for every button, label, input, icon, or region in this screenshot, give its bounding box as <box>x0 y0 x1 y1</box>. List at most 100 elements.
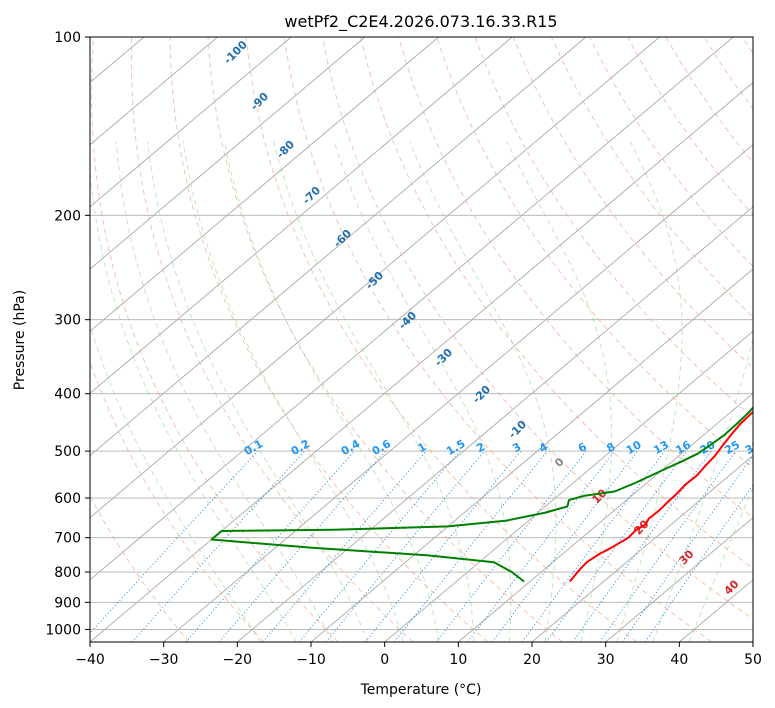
dry-adiabat-line <box>703 37 753 110</box>
y-tick-label: 700 <box>54 531 81 547</box>
isotherm-line <box>531 454 753 642</box>
dry-adiabat-line <box>398 37 753 519</box>
isotherm-line <box>0 37 70 642</box>
mixing-ratio-label: 0.6 <box>370 437 394 458</box>
mixing-ratio-label: 2 <box>474 440 487 455</box>
dry-adiabat-line <box>283 37 712 642</box>
y-tick-label: 1000 <box>45 622 81 638</box>
mixing-ratio-label: 0.2 <box>289 437 312 458</box>
mixing-ratio-label: 10 <box>624 438 644 457</box>
mixing-ratio-label: 13 <box>651 438 671 457</box>
isotherm-line <box>605 517 753 642</box>
isotherm-line <box>310 268 753 642</box>
y-tick-label: 200 <box>54 208 81 224</box>
moist-adiabat-line <box>223 141 439 642</box>
isotherm-line <box>458 392 753 642</box>
moist-adiabat-line <box>652 337 753 642</box>
mixing-ratio-line <box>436 450 587 642</box>
x-axis-label: Temperature (°C) <box>360 682 482 698</box>
mixing-ratio-line <box>491 450 638 642</box>
isotherm-line <box>90 37 366 270</box>
dewpoint-profile-line <box>210 406 753 583</box>
isotherm-line <box>90 37 218 146</box>
adiabat-label: -60 <box>331 227 354 250</box>
isotherm-line <box>90 37 734 581</box>
moist-adiabat-line <box>273 141 475 642</box>
moist-adiabat-line <box>182 141 404 642</box>
mixing-ratio-line <box>90 450 259 634</box>
skewt-guide-lines <box>0 37 753 642</box>
mixing-ratio-label: 16 <box>673 438 693 457</box>
x-axis-ticks: −40 −30 −20 −10 0 10 20 30 40 50 <box>75 642 762 668</box>
mixing-ratio-label: 3 <box>510 440 523 455</box>
adiabat-label: -20 <box>470 383 493 406</box>
y-tick-label: 600 <box>54 491 81 507</box>
moist-adiabat-line <box>333 141 512 642</box>
isotherm-line <box>237 206 753 642</box>
y-axis-label: Pressure (hPa) <box>12 290 28 390</box>
mixing-ratio-line <box>364 450 522 642</box>
adiabat-label: 40 <box>722 577 742 597</box>
adiabat-label: -50 <box>363 269 386 292</box>
isotherm-line <box>90 81 753 642</box>
dry-adiabat-line <box>130 37 414 642</box>
mixing-ratio-label: 0.1 <box>242 437 265 458</box>
adiabat-label: -10 <box>506 418 529 441</box>
mixing-ratio-line <box>621 454 753 642</box>
dry-adiabat-line <box>512 37 753 369</box>
isotherm-line <box>90 37 660 519</box>
chart-title: wetPf2_C2E4.2026.073.16.33.R15 <box>284 12 557 32</box>
adiabat-label: -70 <box>300 184 323 207</box>
dry-adiabat-line <box>90 494 190 642</box>
mixing-ratio-line <box>185 450 355 642</box>
x-tick-label: −30 <box>149 652 179 668</box>
x-tick-label: 40 <box>670 652 688 668</box>
x-tick-label: −20 <box>223 652 253 668</box>
x-tick-label: −10 <box>296 652 326 668</box>
adiabat-label: -80 <box>274 138 297 161</box>
y-tick-label: 300 <box>54 313 81 329</box>
isotherm-line <box>90 37 439 332</box>
y-tick-label: 100 <box>54 30 81 46</box>
mixing-ratio-line <box>644 484 753 642</box>
isotherm-line <box>90 37 587 457</box>
mixing-ratio-line <box>599 450 737 642</box>
mixing-ratio-label: 36 <box>764 438 775 457</box>
temperature-profile-line <box>569 410 753 583</box>
mixing-ratio-line <box>325 450 485 642</box>
dry-adiabat-line <box>550 37 753 318</box>
mixing-ratio-line <box>262 450 427 642</box>
moist-adiabat-line <box>616 141 683 642</box>
dry-adiabat-line <box>321 37 753 620</box>
dry-adiabat-line <box>169 37 488 642</box>
adiabat-label: -100 <box>221 38 250 67</box>
isotherm-line <box>90 37 292 208</box>
skewt-guide-labels: 0.1 0.2 0.4 0.6 1 1.5 2 3 4 6 8 10 13 16 20 25 30 36-100-… <box>221 38 775 598</box>
isotherm-line <box>679 579 753 642</box>
dry-adiabat-line <box>91 37 339 642</box>
mixing-ratio-label: 1.5 <box>444 437 467 458</box>
moist-adiabat-line <box>90 323 261 642</box>
x-tick-label: 10 <box>449 652 467 668</box>
mixing-ratio-label: 0.4 <box>339 437 363 458</box>
adiabat-label: -40 <box>396 309 419 332</box>
isotherm-line <box>90 37 513 394</box>
mixing-ratio-label: 1 <box>415 440 428 455</box>
isotherm-line <box>384 330 753 642</box>
y-tick-label: 900 <box>54 595 81 611</box>
adiabat-label: -90 <box>248 90 271 113</box>
adiabat-label: 30 <box>677 547 697 567</box>
moist-adiabat-line <box>688 486 753 642</box>
moist-adiabat-line <box>409 141 557 642</box>
mixing-ratio-line <box>393 450 548 642</box>
y-axis-ticks: 100 200 300 400 500 600 700 800 900 1000 <box>45 30 90 638</box>
y-tick-label: 800 <box>54 565 81 581</box>
moist-adiabat-line <box>90 166 297 642</box>
dry-adiabat-line <box>245 37 638 642</box>
dry-adiabat-line <box>741 37 753 54</box>
mixing-ratio-line <box>298 450 461 642</box>
mixing-ratio-line <box>545 450 688 642</box>
y-tick-label: 500 <box>54 444 81 460</box>
mixing-ratio-line <box>521 450 666 642</box>
